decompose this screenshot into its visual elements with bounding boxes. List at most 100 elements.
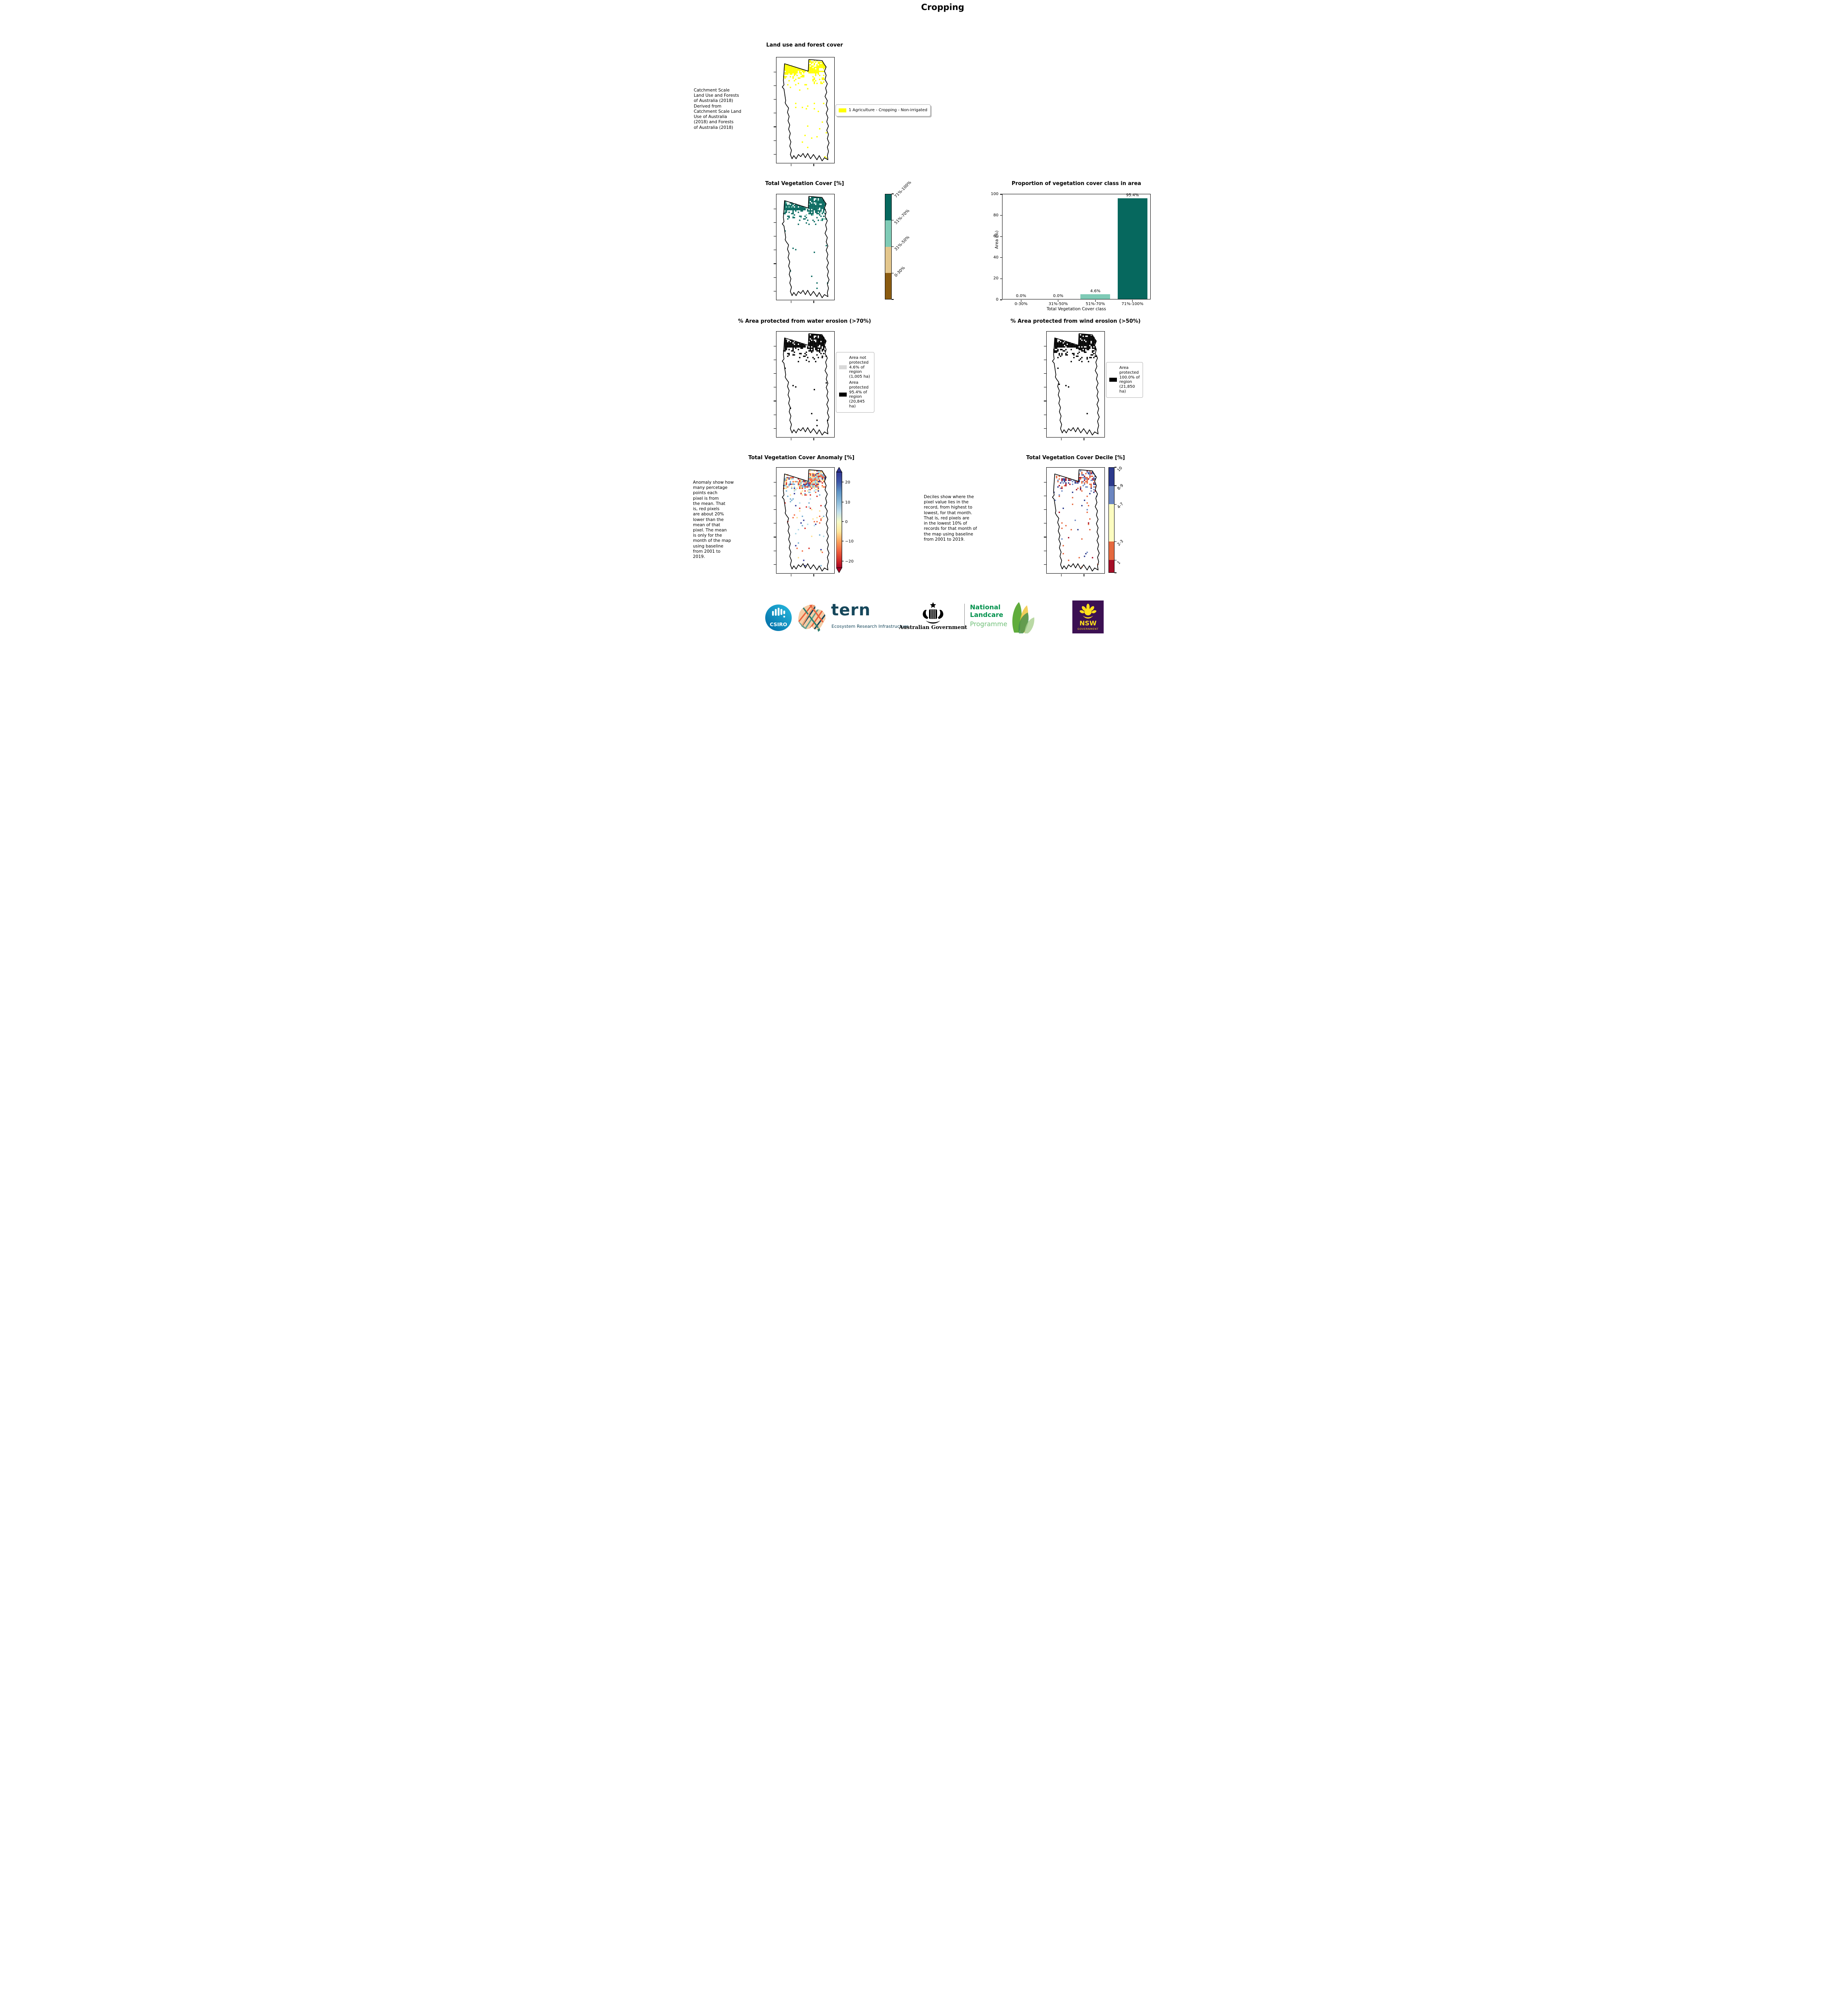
csiro-wordmark: CSIRO <box>770 621 787 627</box>
map-left-tick <box>773 428 776 429</box>
vegcover-colorbar: 71%-100% 51%-70% 31%-50% 0-30% <box>885 180 933 300</box>
x-tick-mark <box>1095 300 1096 302</box>
not-protected-swatch <box>839 365 847 370</box>
landcare-line-1: National <box>970 603 1000 611</box>
chart-ylabel: Area (%) <box>994 230 999 249</box>
tern-subtitle: Ecosystem Research Infrastructure <box>831 624 909 629</box>
vegcover-bar-chart: 0 20 40 60 80 100 0.0% 0-30% 0.0% 31%-50% 4.6% 51%-… <box>991 192 1151 306</box>
map-left-tick <box>773 126 776 127</box>
landuse-map-canvas <box>776 57 834 163</box>
water-map-canvas <box>776 332 834 437</box>
svg-text:−10: −10 <box>845 539 854 544</box>
wind-legend-entry-protected: Area protected 100.0% of region (21,850 … <box>1109 366 1140 394</box>
nsw-waratah <box>1080 604 1096 619</box>
y-tick-label: 40 <box>993 255 998 260</box>
colorbar-tick <box>892 193 894 194</box>
map-anomaly <box>773 467 835 576</box>
svg-text:10: 10 <box>845 500 850 505</box>
crest-scroll <box>926 621 940 624</box>
footer-divider <box>964 604 965 629</box>
map-bottom-tick <box>813 300 814 303</box>
x-tick-label: 0-30% <box>1015 302 1028 306</box>
map-wind <box>1043 331 1105 440</box>
svg-text:0: 0 <box>845 520 848 524</box>
vegcover-class-label: 71%-100% <box>894 180 913 199</box>
landuse-legend: 1 Agriculture - Cropping - Non-irrigated <box>835 104 931 116</box>
chart-xlabel: Total Vegetation Cover class <box>1047 307 1106 311</box>
map-left-tick <box>773 222 776 223</box>
x-tick-label: 51%-70% <box>1086 302 1105 306</box>
crest-star <box>930 602 936 608</box>
csiro-hand-mark <box>772 608 785 618</box>
colorbar-segment <box>885 273 891 299</box>
y-tick-label: 20 <box>993 276 998 281</box>
tern-wordmark: tern <box>831 601 871 619</box>
landcare-leaves <box>1012 602 1035 633</box>
anomaly-side-text: Anomaly show how many percetage points e… <box>693 480 734 560</box>
wind-legend: Area protected 100.0% of region (21,850 … <box>1106 362 1143 398</box>
protected-swatch <box>839 393 847 397</box>
bar-value-label: 95.4% <box>1126 193 1139 198</box>
tern-australia-mark <box>798 605 826 632</box>
csiro-logo: CSIRO <box>765 605 792 631</box>
anomaly-colorbar: 20 10 0 −10 −20 <box>836 466 860 574</box>
colorbar-segment <box>885 246 891 273</box>
map-left-tick <box>1043 373 1046 374</box>
water-legend-entry-not-protected: Area not protected 4.6% of region (1,005… <box>839 356 871 379</box>
colorbar-tick <box>1115 541 1117 542</box>
map-left-tick <box>773 263 776 264</box>
decile-title: Total Vegetation Cover Decile [%] <box>1026 455 1125 461</box>
vegcover-class-label: 31%-50% <box>894 235 911 252</box>
nsw-wordmark: NSW <box>1079 619 1097 627</box>
colorbar-tick <box>1115 485 1117 486</box>
nsw-government-text: GOVERNMENT <box>1077 627 1099 631</box>
decile-colorbar: 10 8-9 4-7 2-3 1 <box>1108 466 1149 573</box>
decile-map-canvas <box>1047 468 1104 573</box>
colorbar-segment <box>885 194 891 221</box>
landuse-title: Land use and forest cover <box>766 42 843 48</box>
map-left-tick <box>773 154 776 155</box>
wind-map-canvas <box>1047 332 1104 437</box>
colorbar-tick <box>1115 504 1117 505</box>
anomaly-map-canvas <box>776 468 834 573</box>
vegcover-class-label: 51%-70% <box>894 208 911 226</box>
map-left-tick <box>773 373 776 374</box>
map-left-tick <box>773 99 776 100</box>
decile-class-label: 2-3 <box>1117 539 1125 547</box>
colorbar-tick <box>1115 572 1117 573</box>
map-left-tick <box>1043 509 1046 510</box>
chart-title: Proportion of vegetation cover class in … <box>1011 181 1141 187</box>
svg-text:−20: −20 <box>845 559 854 564</box>
colorbar-segment <box>1109 541 1114 560</box>
map-left-tick <box>1043 564 1046 565</box>
colorbar-segment <box>1109 560 1114 572</box>
bar-value-label: 4.6% <box>1090 289 1100 293</box>
report-page: Cropping Land use and forest cover Catch… <box>693 0 1155 634</box>
tern-scribble <box>798 605 826 630</box>
y-tick-label: 80 <box>993 213 998 218</box>
x-tick-mark <box>1132 300 1133 302</box>
footer-logos: CSIRO tern <box>693 599 1155 633</box>
landcare-line-2: Landcare <box>970 611 1003 619</box>
decile-class-label: 4-7 <box>1117 502 1125 510</box>
wind-title: % Area protected from wind erosion (>50%… <box>1011 318 1141 324</box>
map-left-tick <box>773 140 776 141</box>
colorbar-segment <box>1109 468 1114 486</box>
bar-51%-70% <box>1080 294 1110 299</box>
bar-71%-100% <box>1117 198 1147 299</box>
map-left-tick <box>773 564 776 565</box>
water-legend: Area not protected 4.6% of region (1,005… <box>836 352 874 413</box>
decile-class-label: 10 <box>1117 466 1123 473</box>
landcare-wordmark: National Landcare Programme <box>970 603 1007 628</box>
svg-text:20: 20 <box>845 480 850 484</box>
landuse-side-text: Catchment Scale Land Use and Forests of … <box>694 88 742 130</box>
map-landuse <box>773 57 835 166</box>
bar-value-label: 0.0% <box>1016 294 1026 298</box>
vegcover-map-canvas <box>776 194 834 300</box>
x-tick-label: 71%-100% <box>1121 302 1143 306</box>
map-left-tick <box>1043 428 1046 429</box>
nsw-logo: NSW GOVERNMENT <box>1072 600 1104 633</box>
csiro-circle <box>765 605 792 631</box>
y-tick-mark <box>1000 215 1002 216</box>
map-water <box>773 331 835 440</box>
